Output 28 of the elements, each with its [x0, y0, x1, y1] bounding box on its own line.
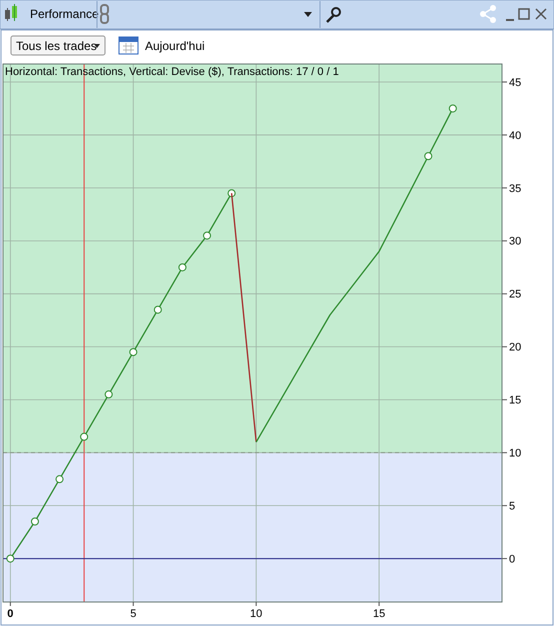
y-tick-label: 5 [509, 500, 516, 512]
point [203, 232, 212, 240]
x-tick-label: 15 [372, 608, 386, 620]
point [56, 475, 64, 484]
y-tick-label: 25 [509, 288, 522, 301]
point [178, 263, 186, 272]
point [104, 390, 113, 398]
point [80, 432, 88, 441]
y-tick-label: 0 [509, 553, 516, 566]
point [424, 152, 432, 160]
point [154, 306, 162, 314]
y-tick-label: 20 [509, 342, 522, 354]
y-tick-label: 30 [509, 236, 522, 248]
y-tick-label: 45 [509, 76, 522, 89]
point [6, 554, 14, 563]
y-tick-label: 40 [509, 130, 522, 142]
text: Performance [30, 7, 100, 21]
point [129, 348, 138, 356]
y-tick-label: 35 [509, 182, 522, 195]
x-tick-label: 5 [130, 608, 136, 620]
y-tick-label: 15 [509, 394, 522, 407]
text: Aujourd'hui [145, 39, 205, 53]
point [30, 518, 39, 526]
text: Tous les trades [16, 39, 97, 53]
y-tick-label: 10 [509, 448, 522, 460]
x-tick-label: 0 [7, 608, 14, 620]
x-tick-label: 10 [250, 608, 262, 620]
point [448, 104, 457, 112]
